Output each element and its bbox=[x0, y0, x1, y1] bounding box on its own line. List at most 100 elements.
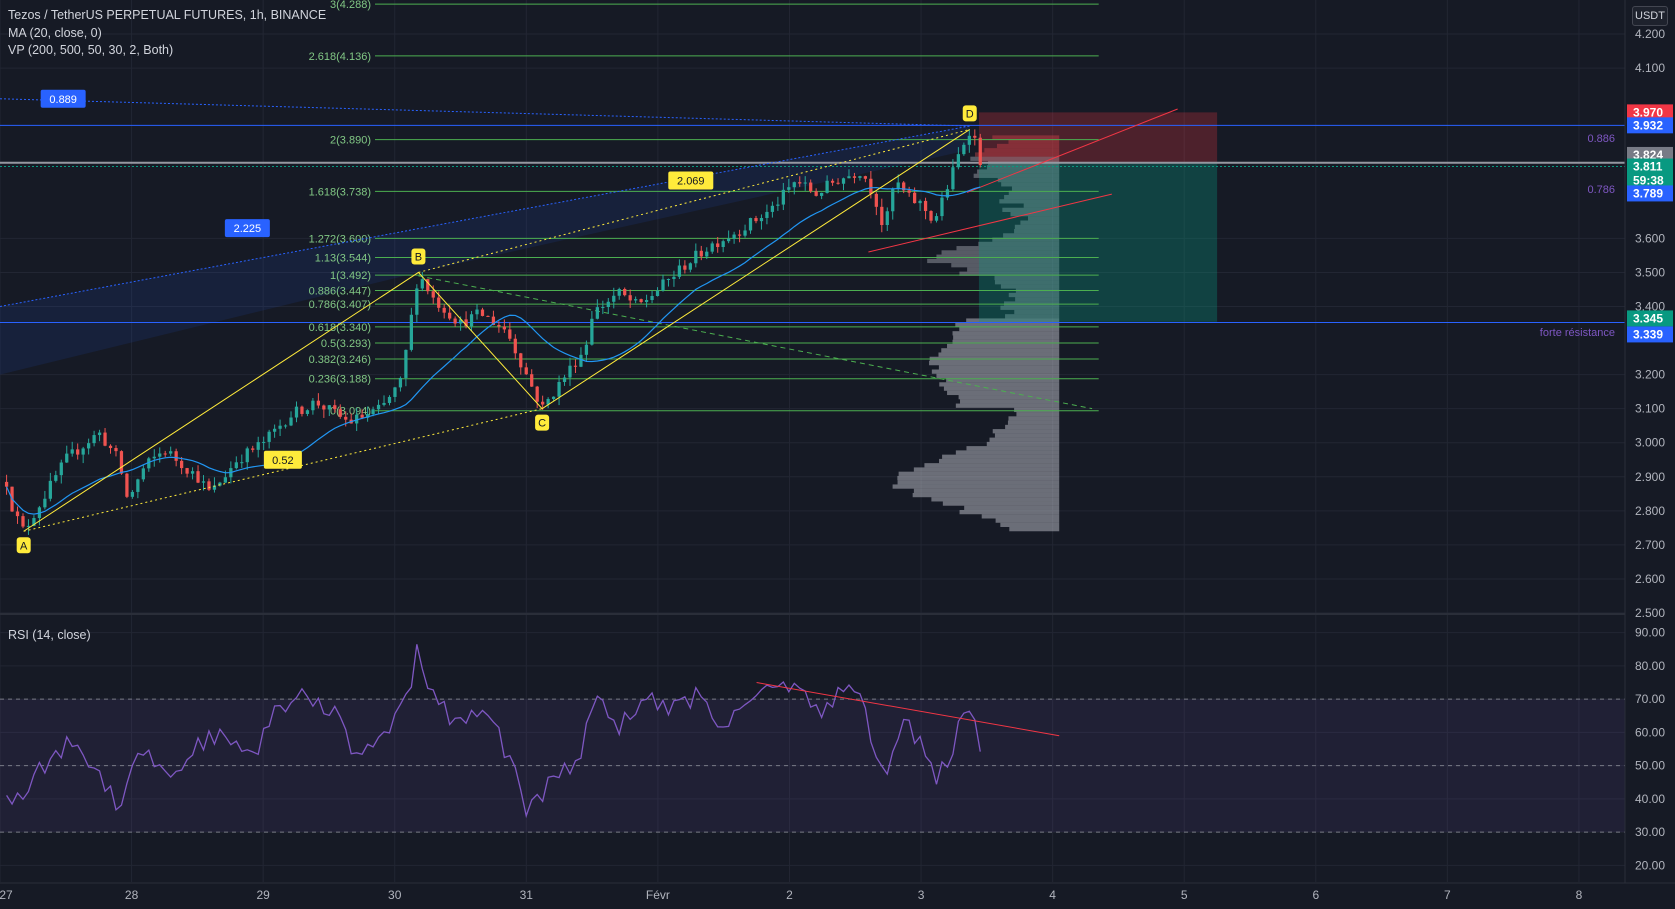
fib-level-label: 0.886(3.447) bbox=[309, 285, 371, 297]
candle-body bbox=[262, 441, 266, 443]
candle-body bbox=[409, 314, 414, 350]
pattern-point-label: B bbox=[415, 251, 422, 263]
vp-bar bbox=[959, 326, 1060, 332]
pattern-point-marker bbox=[411, 248, 426, 265]
candle-body bbox=[803, 182, 807, 184]
price-badge-label: 59:38 bbox=[1633, 173, 1664, 187]
candle-body bbox=[683, 265, 687, 270]
fib-level-label: 0.5(3.293) bbox=[321, 338, 371, 350]
candle-body bbox=[360, 414, 364, 418]
price-badge-label: 3.345 bbox=[1633, 311, 1663, 325]
rsi-indicator-label[interactable]: RSI (14, close) bbox=[8, 628, 91, 642]
candle-body bbox=[76, 449, 80, 455]
vp-bar bbox=[1000, 522, 1060, 528]
price-axis-tick: 3.400 bbox=[1635, 300, 1665, 314]
vp-bar bbox=[947, 390, 1060, 396]
candle-body bbox=[568, 365, 572, 378]
candle-body bbox=[940, 197, 944, 217]
candle-body bbox=[973, 135, 977, 138]
candle-body bbox=[420, 279, 424, 289]
vp-bar bbox=[1009, 527, 1060, 532]
vp-bar bbox=[1004, 301, 1060, 306]
candle-body bbox=[32, 518, 36, 526]
candle-body bbox=[136, 479, 140, 492]
candle-body bbox=[721, 241, 725, 248]
ratio-label: 2.069 bbox=[677, 175, 705, 187]
vp-bar bbox=[1010, 211, 1060, 217]
vp-bar bbox=[1005, 314, 1060, 319]
time-axis-tick: 31 bbox=[520, 888, 534, 902]
vp-bar bbox=[967, 267, 1060, 272]
time-axis-tick: 28 bbox=[125, 888, 139, 902]
candle-body bbox=[59, 462, 63, 476]
vp-bar bbox=[1016, 412, 1060, 417]
rsi-axis-tick: 70.00 bbox=[1635, 692, 1665, 706]
rsi-axis-tick: 30.00 bbox=[1635, 825, 1665, 839]
candle-body bbox=[885, 211, 889, 226]
vp-bar bbox=[1002, 207, 1060, 212]
candle-body bbox=[371, 409, 375, 415]
candle-body bbox=[929, 211, 933, 221]
price-badge-label: 3.789 bbox=[1633, 186, 1663, 200]
candle-body bbox=[251, 448, 255, 450]
candle-body bbox=[776, 204, 780, 206]
ratio-label: 0.52 bbox=[272, 455, 293, 467]
candle-body bbox=[344, 416, 348, 420]
candle-body bbox=[830, 180, 835, 183]
candle-body bbox=[743, 230, 747, 236]
candle-body bbox=[431, 291, 435, 298]
candle-body bbox=[278, 425, 282, 429]
xabcd-legs bbox=[23, 128, 971, 532]
fib-level-label: 0.618(3.340) bbox=[309, 322, 371, 334]
take-profit-zone bbox=[978, 162, 1218, 322]
candle-body bbox=[617, 288, 621, 296]
candle-body bbox=[283, 425, 288, 427]
candle-body bbox=[519, 353, 523, 368]
candle-body bbox=[530, 374, 534, 387]
candle-body bbox=[814, 191, 818, 196]
candle-body bbox=[130, 491, 135, 497]
candle-body bbox=[869, 178, 873, 194]
channel-fill bbox=[0, 126, 970, 375]
candle-body bbox=[437, 297, 441, 308]
candle-body bbox=[502, 326, 506, 330]
candle-body bbox=[4, 481, 9, 487]
fib-level-label: 1.618(3.738) bbox=[309, 186, 371, 198]
candle-body bbox=[809, 182, 813, 192]
candle-body bbox=[486, 315, 490, 317]
price-badge-label: 3.824 bbox=[1633, 148, 1663, 162]
candle-body bbox=[376, 404, 381, 410]
candle-body bbox=[480, 309, 485, 316]
fib-level-label: 1.13(3.544) bbox=[315, 252, 371, 264]
fib-level-label: 2(3.890) bbox=[330, 135, 371, 147]
currency-button[interactable]: USDT bbox=[1632, 6, 1668, 26]
candle-body bbox=[912, 192, 917, 204]
vp-bar bbox=[997, 177, 1060, 183]
candle-body bbox=[163, 453, 167, 455]
candle-body bbox=[201, 481, 206, 483]
vp-bar bbox=[970, 156, 1060, 161]
rsi-axis-tick: 50.00 bbox=[1635, 759, 1665, 773]
vp-indicator-label[interactable]: VP (200, 500, 50, 30, 2, Both) bbox=[8, 43, 174, 57]
ratio-label: 2.225 bbox=[234, 223, 262, 235]
rsi-pane bbox=[0, 644, 1625, 833]
rsi-axis-tick: 60.00 bbox=[1635, 725, 1665, 739]
vp-bar bbox=[942, 501, 1060, 506]
candle-body bbox=[196, 471, 200, 483]
fib-level-label: 3(4.288) bbox=[330, 0, 371, 11]
candle-body bbox=[666, 279, 671, 281]
candle-body bbox=[86, 443, 91, 449]
candle-body bbox=[956, 154, 961, 168]
vp-bar bbox=[929, 360, 1060, 366]
time-axis-tick: 27 bbox=[0, 888, 13, 902]
candle-body bbox=[387, 396, 392, 403]
candle-body bbox=[595, 307, 599, 319]
price-axis-bg bbox=[1625, 0, 1675, 909]
candle-body bbox=[475, 309, 479, 315]
price-badge-label: 3.970 bbox=[1633, 105, 1663, 119]
ma-indicator-label[interactable]: MA (20, close, 0) bbox=[8, 26, 102, 40]
candle-body bbox=[415, 288, 419, 315]
pattern-point-marker bbox=[16, 537, 31, 554]
vp-bar bbox=[938, 352, 1060, 357]
